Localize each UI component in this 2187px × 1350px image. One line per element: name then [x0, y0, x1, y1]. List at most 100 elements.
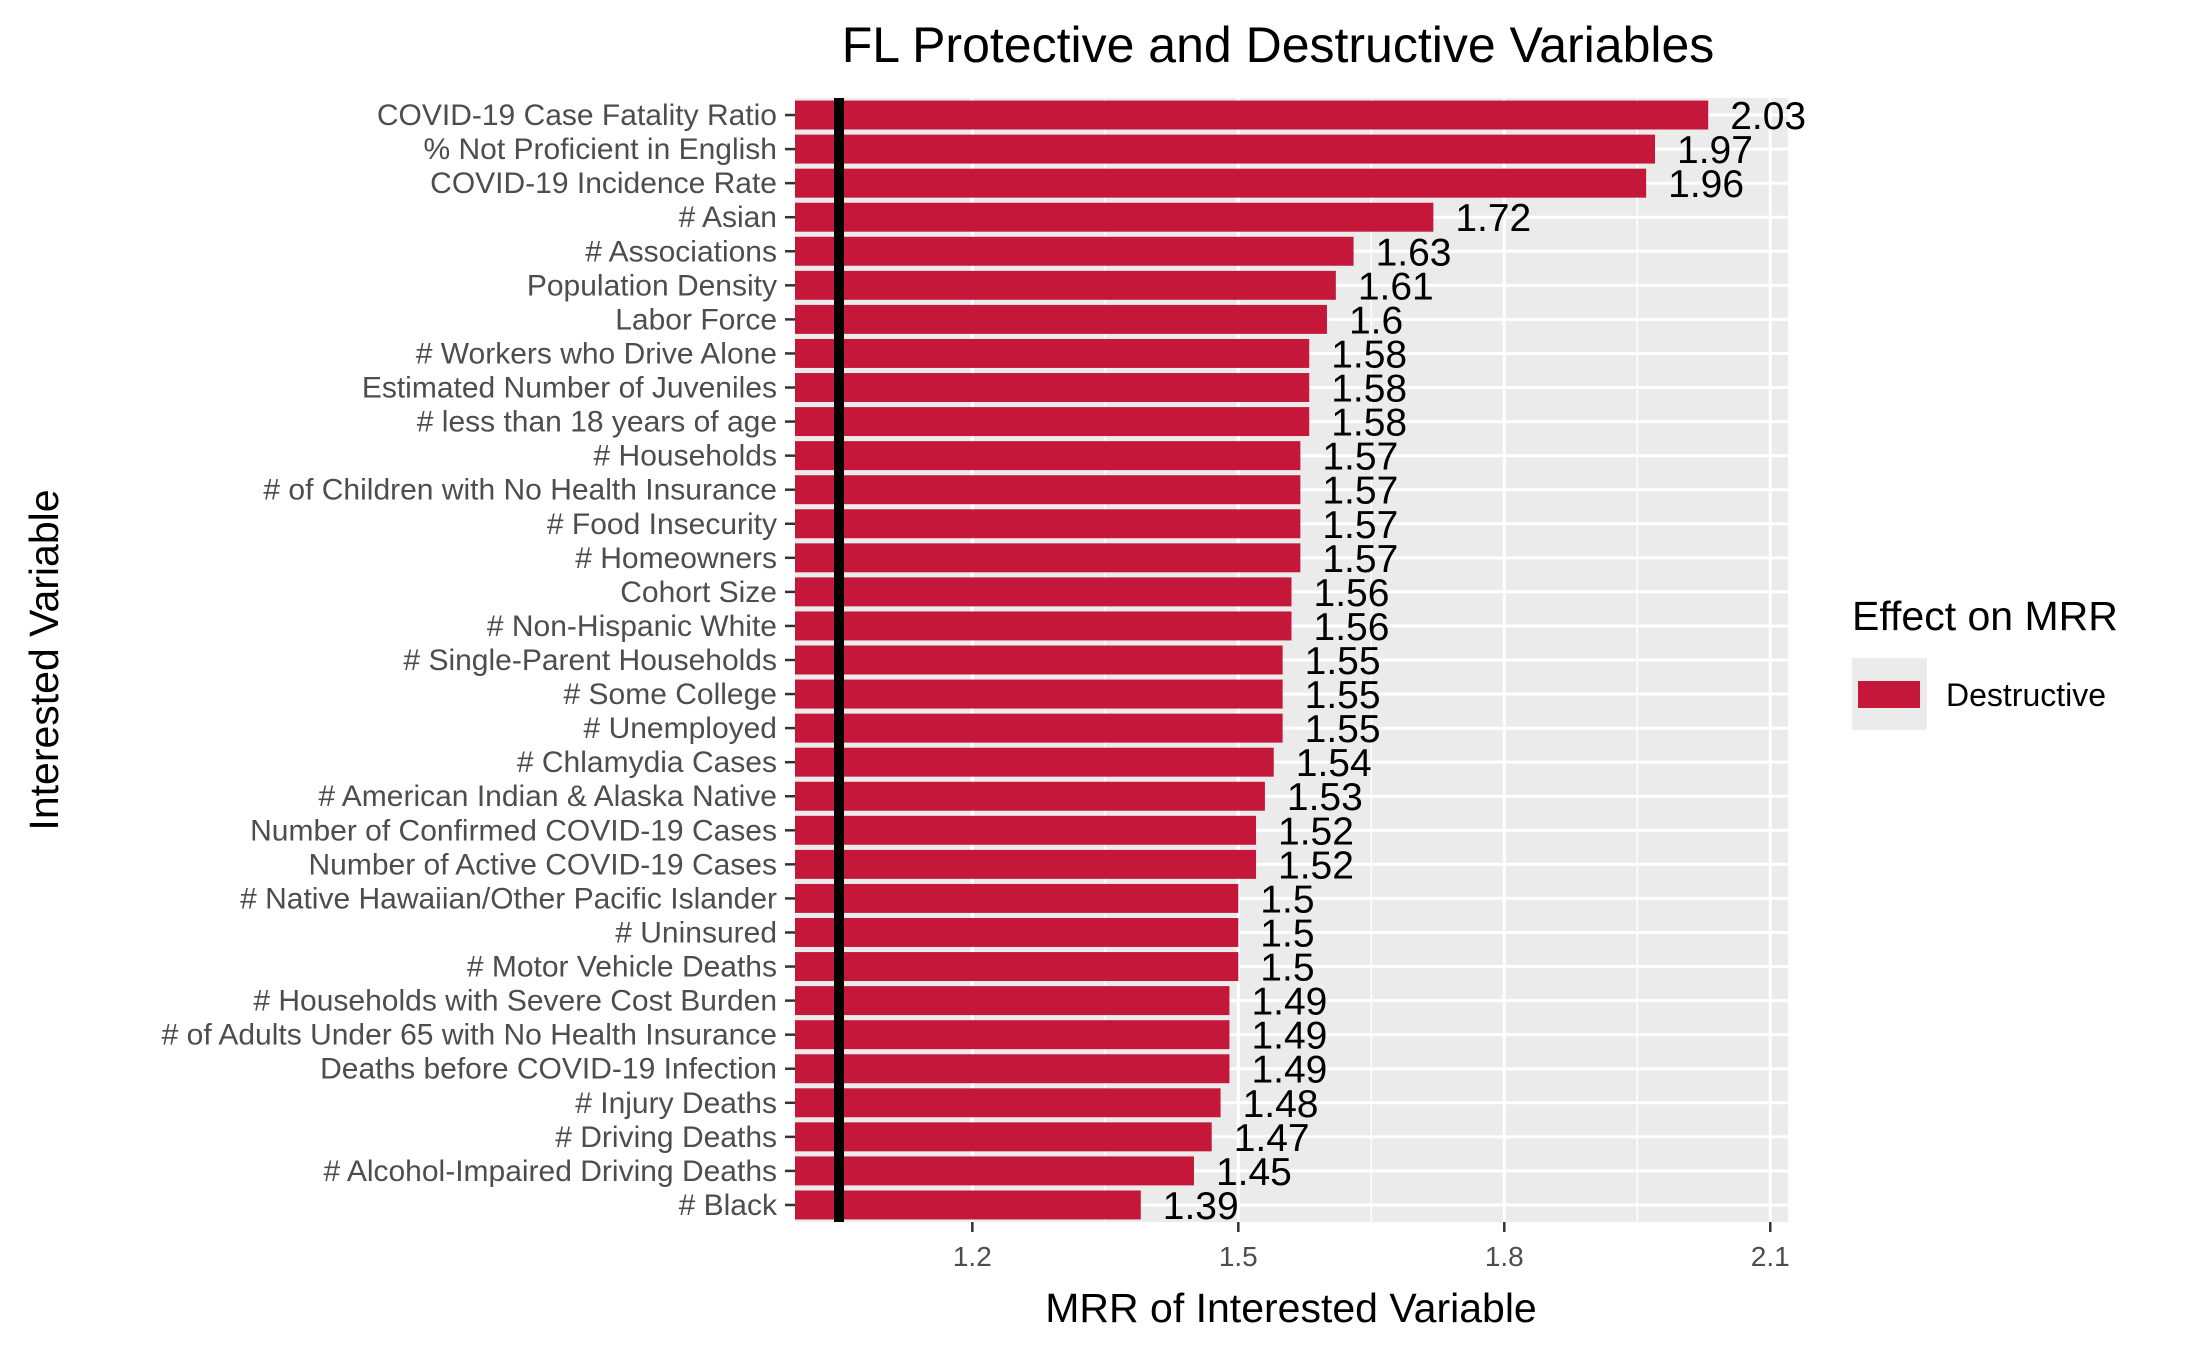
- category-label: # Motor Vehicle Deaths: [467, 951, 777, 984]
- value-label: 1.49: [1251, 1015, 1327, 1058]
- bar: [795, 441, 1301, 471]
- bar: [795, 407, 1310, 437]
- legend-label-destructive: Destructive: [1946, 677, 2106, 713]
- category-label: COVID-19 Case Fatality Ratio: [377, 99, 777, 132]
- bar: [795, 918, 1239, 947]
- bar: [795, 747, 1274, 777]
- category-label: Population Density: [527, 269, 777, 302]
- category-label: Number of Active COVID-19 Cases: [308, 848, 777, 881]
- legend-title: Effect on MRR: [1852, 593, 2118, 639]
- value-label: 1.6: [1349, 299, 1403, 342]
- value-label: 1.47: [1234, 1117, 1310, 1160]
- category-label: Labor Force: [615, 303, 777, 336]
- category-label: # Single-Parent Households: [403, 644, 777, 677]
- bar: [795, 577, 1292, 607]
- value-label: 1.61: [1358, 265, 1434, 308]
- category-label: % Not Proficient in English: [424, 133, 778, 166]
- category-label: # Injury Deaths: [575, 1087, 777, 1120]
- category-label: # Unemployed: [584, 712, 777, 745]
- value-label: 1.52: [1278, 844, 1354, 887]
- category-label: # of Children with No Health Insurance: [263, 474, 777, 507]
- bar: [795, 100, 1709, 130]
- category-label: # Households: [594, 440, 777, 473]
- y-axis-title: Interested Variable: [21, 489, 67, 830]
- bar: [795, 952, 1239, 982]
- x-tick-label: 1.8: [1485, 1241, 1524, 1272]
- bar: [795, 202, 1434, 232]
- value-label: 1.49: [1251, 1049, 1327, 1092]
- value-label: 1.72: [1455, 197, 1531, 240]
- value-label: 1.5: [1260, 878, 1314, 921]
- bar: [795, 338, 1310, 368]
- value-label: 2.03: [1730, 95, 1806, 138]
- bar: [795, 815, 1257, 845]
- value-label: 1.57: [1322, 436, 1398, 479]
- value-label: 1.97: [1677, 129, 1753, 172]
- value-label: 1.52: [1278, 810, 1354, 853]
- bar: [795, 1190, 1141, 1220]
- value-label: 1.55: [1305, 708, 1381, 751]
- category-label: Number of Confirmed COVID-19 Cases: [250, 814, 777, 847]
- bar: [795, 1020, 1230, 1050]
- category-label: Deaths before COVID-19 Infection: [320, 1053, 777, 1086]
- value-label: 1.45: [1216, 1151, 1292, 1194]
- bar: [795, 168, 1647, 198]
- bar: [795, 1054, 1230, 1084]
- legend: Effect on MRR Destructive: [1852, 593, 2118, 730]
- value-labels: 2.031.971.961.721.631.611.61.581.581.581…: [1163, 95, 1806, 1228]
- x-axis-title: MRR of Interested Variable: [1045, 1285, 1536, 1331]
- bar: [795, 543, 1301, 573]
- category-label: # Non-Hispanic White: [487, 610, 777, 643]
- category-label: # less than 18 years of age: [417, 406, 777, 439]
- bar: [795, 611, 1292, 641]
- bar: [795, 986, 1230, 1016]
- value-label: 1.58: [1331, 333, 1407, 376]
- category-label: # Workers who Drive Alone: [416, 337, 777, 370]
- category-label: Estimated Number of Juveniles: [362, 372, 777, 405]
- bar: [795, 270, 1336, 300]
- x-tick-label: 1.2: [953, 1241, 992, 1272]
- category-label: # Chlamydia Cases: [517, 746, 777, 779]
- category-label: # Associations: [585, 235, 777, 268]
- bar: [795, 134, 1656, 164]
- category-label: # Native Hawaiian/Other Pacific Islander: [240, 882, 777, 915]
- value-label: 1.39: [1163, 1185, 1239, 1228]
- x-axis: 1.2 1.5 1.8 2.1: [953, 1222, 1790, 1272]
- value-label: 1.53: [1287, 776, 1363, 819]
- bar: [795, 304, 1327, 334]
- category-label: # Alcohol-Impaired Driving Deaths: [323, 1155, 777, 1188]
- value-label: 1.48: [1243, 1083, 1319, 1126]
- value-label: 1.57: [1322, 470, 1398, 513]
- category-label: # Households with Severe Cost Burden: [253, 985, 777, 1018]
- y-axis: COVID-19 Case Fatality Ratio% Not Profic…: [162, 99, 795, 1222]
- bar: [795, 645, 1283, 675]
- bar: [795, 849, 1257, 879]
- category-label: # of Adults Under 65 with No Health Insu…: [162, 1019, 777, 1052]
- category-label: # Asian: [679, 201, 777, 234]
- value-label: 1.58: [1331, 368, 1407, 411]
- bar: [795, 1122, 1212, 1152]
- category-label: # Driving Deaths: [555, 1121, 777, 1154]
- chart-title: FL Protective and Destructive Variables: [842, 17, 1715, 73]
- category-label: # American Indian & Alaska Native: [318, 780, 777, 813]
- value-label: 1.54: [1296, 742, 1372, 785]
- bar: [795, 883, 1239, 913]
- value-label: 1.56: [1314, 606, 1390, 649]
- legend-swatch-destructive: [1858, 681, 1920, 708]
- category-label: # Homeowners: [575, 542, 777, 575]
- value-label: 1.55: [1305, 640, 1381, 683]
- value-label: 1.58: [1331, 402, 1407, 445]
- bar: [795, 679, 1283, 709]
- bar: [795, 509, 1301, 539]
- value-label: 1.57: [1322, 538, 1398, 581]
- category-label: Cohort Size: [620, 576, 777, 609]
- value-label: 1.96: [1668, 163, 1744, 206]
- bar: [795, 236, 1354, 266]
- bar: [795, 1156, 1194, 1186]
- category-label: # Uninsured: [615, 916, 777, 949]
- x-tick-label: 1.5: [1219, 1241, 1258, 1272]
- x-tick-label: 2.1: [1751, 1241, 1790, 1272]
- value-label: 1.5: [1260, 947, 1314, 990]
- category-label: COVID-19 Incidence Rate: [430, 167, 777, 200]
